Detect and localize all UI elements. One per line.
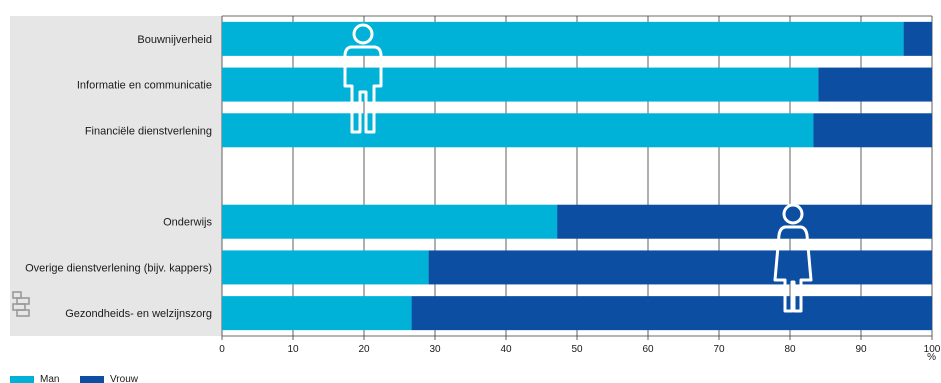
x-tick-label: 80 — [784, 344, 796, 355]
bar-vrouw-0 — [903, 21, 932, 56]
category-label: Bouwnijverheid — [137, 34, 212, 46]
legend-label-man: Man — [40, 374, 59, 383]
man-icon — [343, 23, 383, 134]
bar-man-0 — [222, 21, 904, 56]
x-tick-label: 0 — [219, 344, 225, 355]
x-tick-label: 20 — [358, 344, 370, 355]
x-tick-label: 90 — [855, 344, 867, 355]
x-unit-label: % — [927, 352, 936, 363]
bar-vrouw-4 — [557, 204, 932, 239]
cbs-logo-icon — [12, 291, 30, 317]
category-label: Gezondheids- en welzijnszorg — [65, 308, 212, 320]
x-tick-label: 30 — [429, 344, 441, 355]
bars — [222, 21, 932, 331]
category-labels: Bouwnijverheid Informatie en communicatie… — [25, 34, 212, 320]
grid-lines — [221, 15, 933, 337]
x-tick-label: 100 — [924, 344, 941, 355]
bar-man-1 — [222, 67, 819, 102]
category-label: Financiële dienstverlening — [85, 125, 212, 137]
x-tick-label: 70 — [713, 344, 725, 355]
x-tick-label: 60 — [642, 344, 654, 355]
bar-vrouw-1 — [818, 67, 932, 102]
bar-man-4 — [222, 204, 558, 239]
x-tick-label: 10 — [287, 344, 299, 355]
bar-man-5 — [222, 250, 429, 285]
woman-icon — [773, 203, 813, 313]
label-panel — [10, 16, 222, 336]
bar-vrouw-5 — [428, 250, 932, 285]
category-label: Informatie en communicatie — [77, 80, 212, 92]
bar-man-6 — [222, 296, 412, 331]
legend-label-vrouw: Vrouw — [110, 374, 139, 383]
x-axis-ticks: 0 10 20 30 40 50 60 70 80 90 100 — [219, 336, 941, 355]
legend-swatch-vrouw — [80, 376, 104, 383]
x-tick-label: 50 — [571, 344, 583, 355]
x-tick-label: 40 — [500, 344, 512, 355]
category-label: Overige dienstverlening (bijv. kappers) — [25, 262, 212, 274]
bar-vrouw-6 — [411, 296, 932, 331]
category-label: Onderwijs — [163, 217, 212, 229]
bar-man-2 — [222, 113, 814, 148]
legend: Man Vrouw — [10, 374, 139, 383]
bar-vrouw-2 — [813, 113, 932, 148]
legend-swatch-man — [10, 376, 34, 383]
